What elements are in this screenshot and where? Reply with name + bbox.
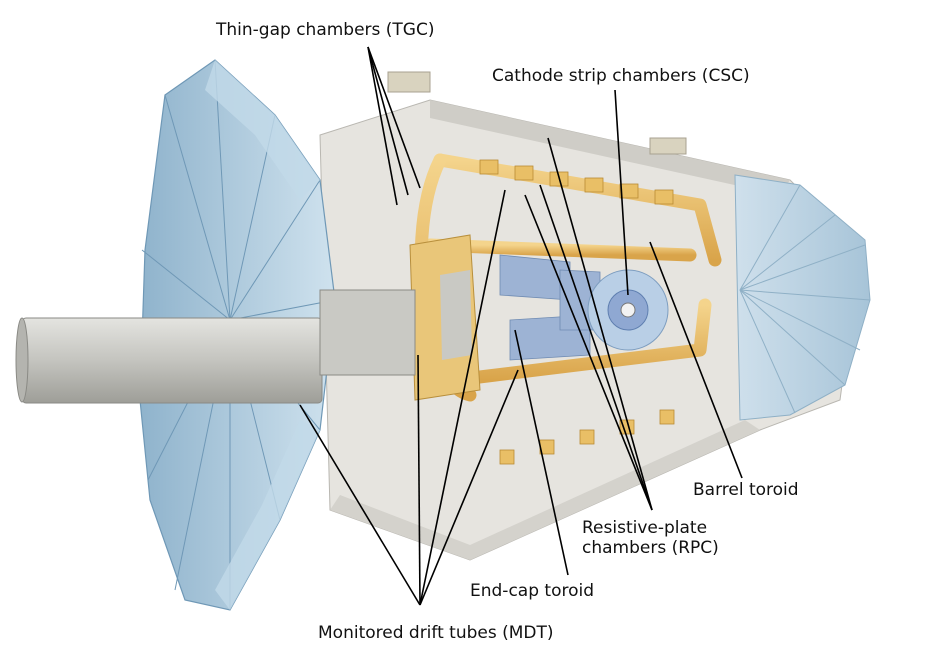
label-tgc: Thin-gap chambers (TGC) xyxy=(216,20,435,40)
far-endcap-wheel xyxy=(734,174,871,421)
label-endcap-toroid: End-cap toroid xyxy=(470,581,594,601)
barrel-toroid-blocks xyxy=(479,159,675,465)
label-barrel-toroid: Barrel toroid xyxy=(693,480,799,500)
label-csc: Cathode strip chambers (CSC) xyxy=(492,66,750,86)
small-wheel xyxy=(587,269,669,351)
label-mdt: Monitored drift tubes (MDT) xyxy=(318,623,554,643)
front-endcap-wheel xyxy=(139,59,336,611)
leader-lines xyxy=(299,46,743,606)
label-rpc: Resistive-plate chambers (RPC) xyxy=(582,518,719,558)
support-pillars xyxy=(387,71,687,155)
beam-pipe xyxy=(15,289,416,404)
endcap-toroid-structure xyxy=(409,234,481,401)
